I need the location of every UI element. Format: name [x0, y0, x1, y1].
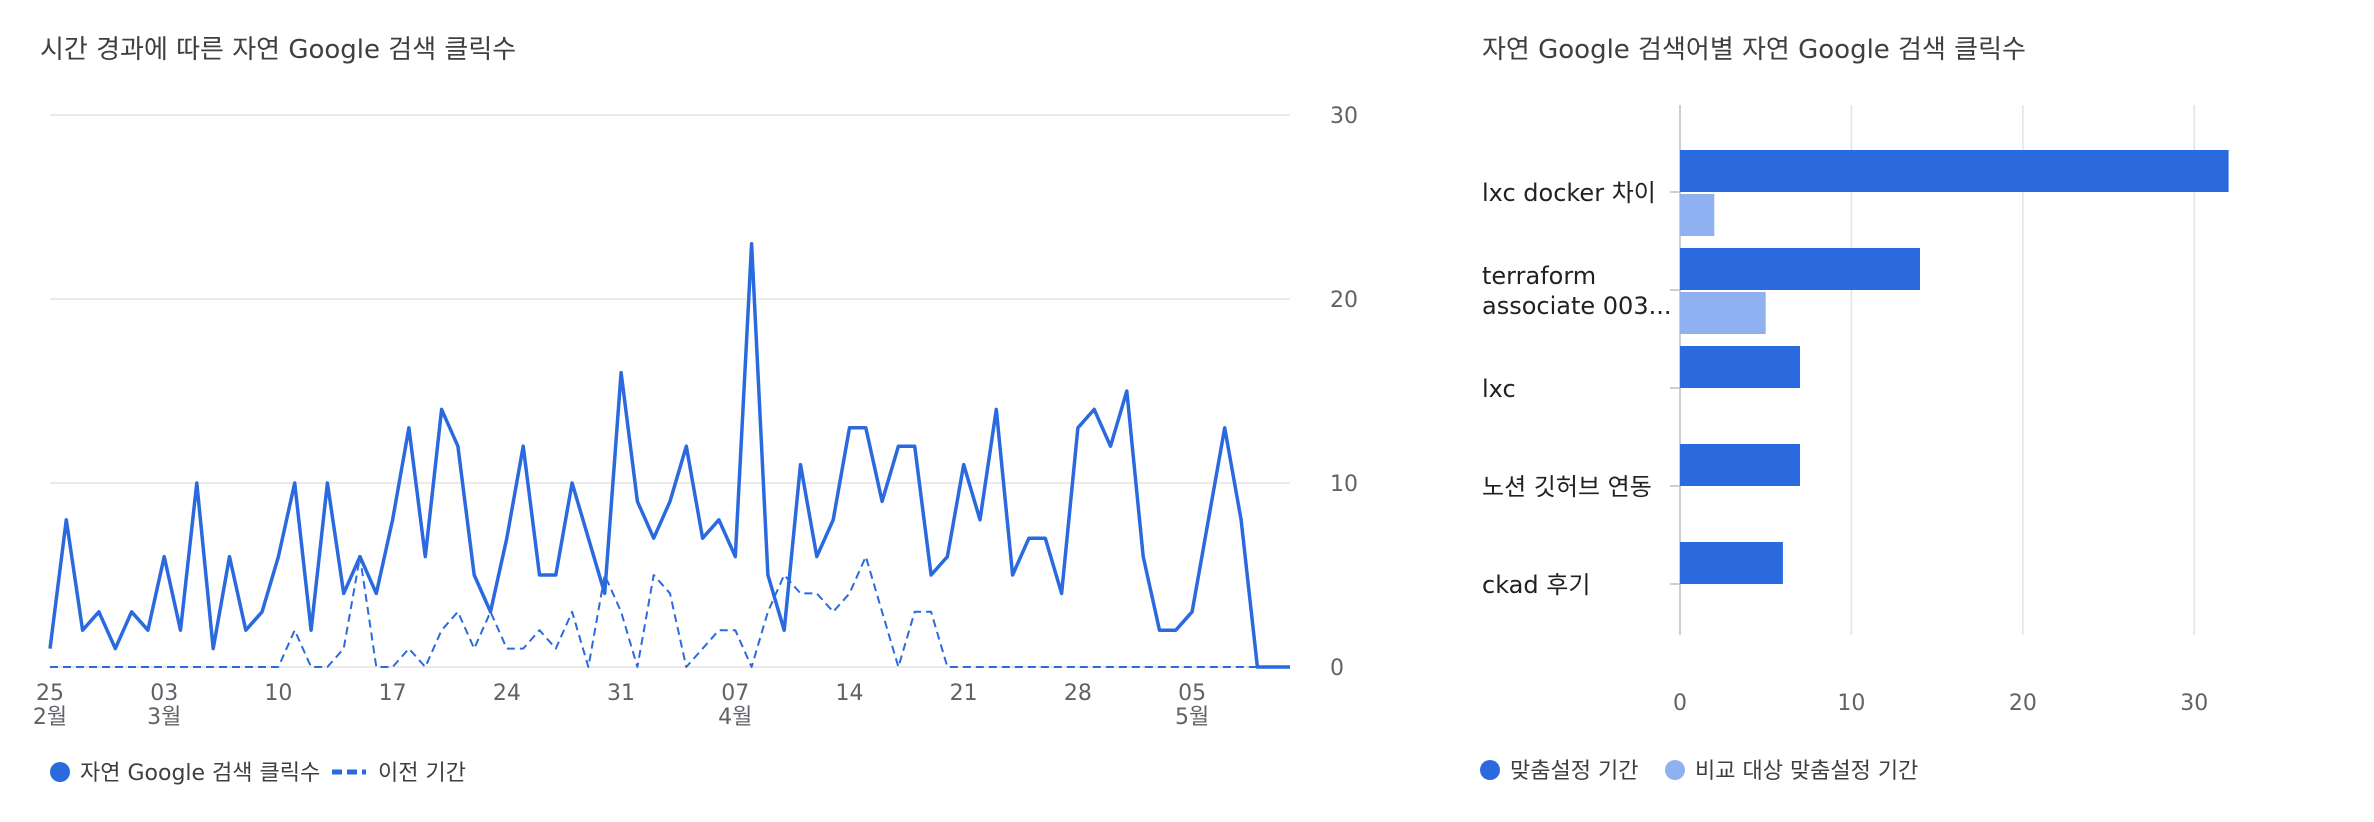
bar-compare[interactable] — [1680, 194, 1714, 236]
legend-label-current: 자연 Google 검색 클릭수 — [80, 761, 320, 786]
x-tick-day: 07 — [721, 681, 749, 706]
legend-label-compare: 비교 대상 맞춤설정 기간 — [1695, 759, 1918, 784]
bar-chart-legend: 맞춤설정 기간 비교 대상 맞춤설정 기간 — [1480, 759, 1918, 784]
category-label: lxc — [1482, 375, 1516, 403]
bar-period[interactable] — [1680, 444, 1800, 486]
legend-swatch-period — [1480, 760, 1500, 780]
category-label: terraform — [1482, 262, 1596, 290]
legend-label-period: 맞춤설정 기간 — [1510, 759, 1638, 784]
x-tick-day: 21 — [950, 681, 978, 706]
line-chart-legend: 자연 Google 검색 클릭수 이전 기간 — [50, 761, 466, 786]
legend-swatch-current — [50, 762, 70, 782]
bar-period[interactable] — [1680, 542, 1783, 584]
x-tick-month: 4월 — [718, 705, 752, 730]
line-chart-series — [50, 244, 1290, 667]
legend-swatch-compare — [1665, 760, 1685, 780]
x-tick-label: 10 — [1837, 691, 1865, 716]
y-tick-label: 20 — [1330, 288, 1358, 313]
bar-chart: 자연 Google 검색어별 자연 Google 검색 클릭수 0 10 20 30 … — [1480, 35, 2229, 784]
bar-period[interactable] — [1680, 150, 2229, 192]
x-tick-day: 03 — [150, 681, 178, 706]
line-chart-y-ticks: 30 20 10 0 — [1330, 104, 1358, 681]
x-tick-day: 25 — [36, 681, 64, 706]
x-tick-month: 5월 — [1175, 705, 1209, 730]
x-tick-label: 30 — [2180, 691, 2208, 716]
category-label: lxc docker 차이 — [1482, 179, 1656, 207]
bar-period[interactable] — [1680, 346, 1800, 388]
x-tick-label: 20 — [2009, 691, 2037, 716]
x-tick-day: 10 — [264, 681, 292, 706]
series-line-current — [50, 244, 1290, 667]
category-label: 노션 깃허브 연동 — [1482, 473, 1652, 501]
x-tick-day: 17 — [379, 681, 407, 706]
y-tick-label: 0 — [1330, 656, 1344, 681]
legend-label-previous: 이전 기간 — [378, 761, 466, 786]
x-tick-month: 2월 — [33, 705, 67, 730]
bar-chart-bars — [1680, 150, 2229, 584]
bar-chart-x-ticks: 0 10 20 30 — [1673, 691, 2208, 716]
y-tick-label: 30 — [1330, 104, 1358, 129]
x-tick-day: 05 — [1178, 681, 1206, 706]
x-tick-day: 31 — [607, 681, 635, 706]
category-label: ckad 후기 — [1482, 571, 1590, 599]
x-tick-day: 14 — [835, 681, 863, 706]
x-tick-month: 3월 — [147, 705, 181, 730]
x-tick-day: 28 — [1064, 681, 1092, 706]
y-tick-label: 10 — [1330, 472, 1358, 497]
bar-chart-title: 자연 Google 검색어별 자연 Google 검색 클릭수 — [1482, 35, 2026, 65]
line-chart-title: 시간 경과에 따른 자연 Google 검색 클릭수 — [40, 35, 516, 65]
x-tick-label: 0 — [1673, 691, 1687, 716]
x-tick-day: 24 — [493, 681, 521, 706]
bar-period[interactable] — [1680, 248, 1920, 290]
bar-compare[interactable] — [1680, 292, 1766, 334]
series-line-previous — [50, 557, 1290, 667]
category-label: associate 003... — [1482, 292, 1671, 320]
